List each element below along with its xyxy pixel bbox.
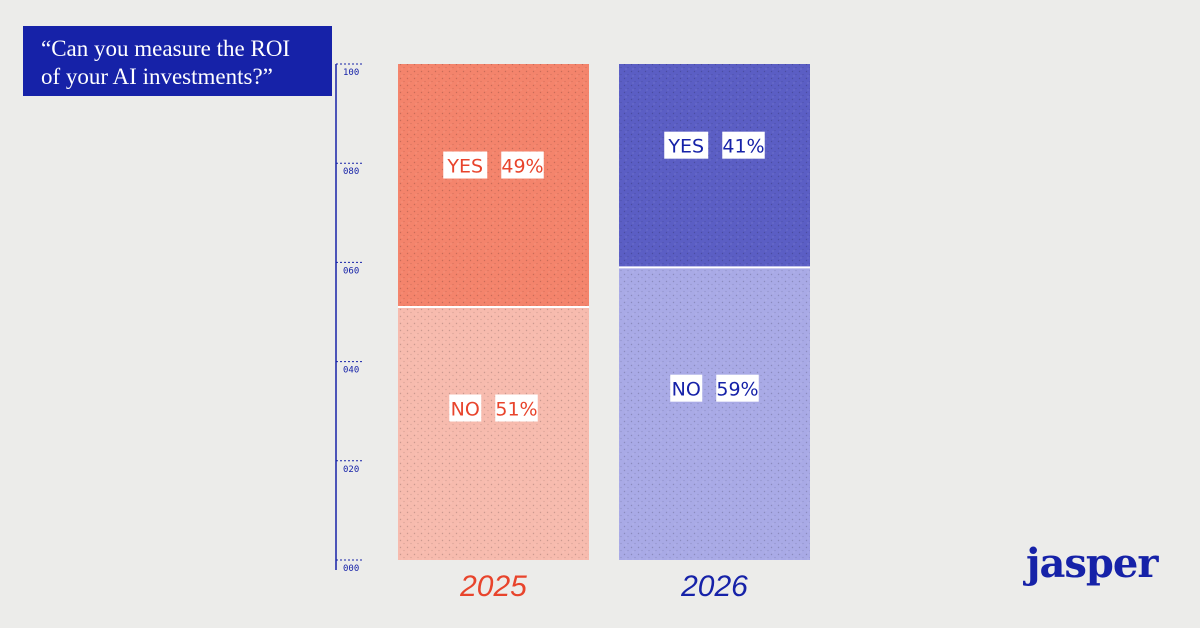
bar-no-texture — [619, 267, 810, 560]
y-tick-label: 060 — [343, 266, 359, 276]
label-value: 41% — [722, 136, 764, 158]
label-box — [670, 374, 703, 402]
label-category: NO — [451, 399, 480, 421]
y-tick-label: 040 — [343, 366, 359, 376]
bar-yes-texture — [398, 64, 589, 308]
data-label-no-2026: NO 59% — [670, 374, 759, 402]
data-label-yes-2025: YES 49% — [443, 151, 544, 179]
label-box — [443, 151, 488, 179]
jasper-logo: jasper — [1026, 540, 1158, 587]
x-category-label: 2026 — [680, 570, 748, 603]
chart-title-line-2: of your AI investments?” — [41, 64, 273, 89]
value-box — [501, 151, 544, 179]
bar-yes-texture — [619, 64, 810, 268]
label-box — [449, 394, 482, 422]
chart-title-line-1: “Can you measure the ROI — [41, 36, 291, 61]
y-tick-label: 100 — [343, 68, 359, 78]
label-category: YES — [446, 156, 483, 178]
label-category: YES — [667, 136, 704, 158]
value-box — [716, 374, 759, 402]
label-value: 51% — [495, 399, 537, 421]
data-label-no-2025: NO 51% — [449, 394, 538, 422]
value-box — [495, 394, 538, 422]
y-tick-label: 020 — [343, 465, 359, 475]
chart-title-box: “Can you measure the ROI of your AI inve… — [23, 26, 332, 96]
label-category: NO — [672, 379, 701, 401]
y-tick-label: 080 — [343, 167, 359, 177]
label-box — [664, 131, 709, 159]
bar-no-texture — [398, 307, 589, 560]
label-value: 49% — [501, 156, 543, 178]
x-category-label: 2025 — [459, 570, 527, 603]
y-tick-label: 000 — [343, 564, 359, 574]
label-value: 59% — [716, 379, 758, 401]
data-label-yes-2026: YES 41% — [664, 131, 765, 159]
value-box — [722, 131, 765, 159]
